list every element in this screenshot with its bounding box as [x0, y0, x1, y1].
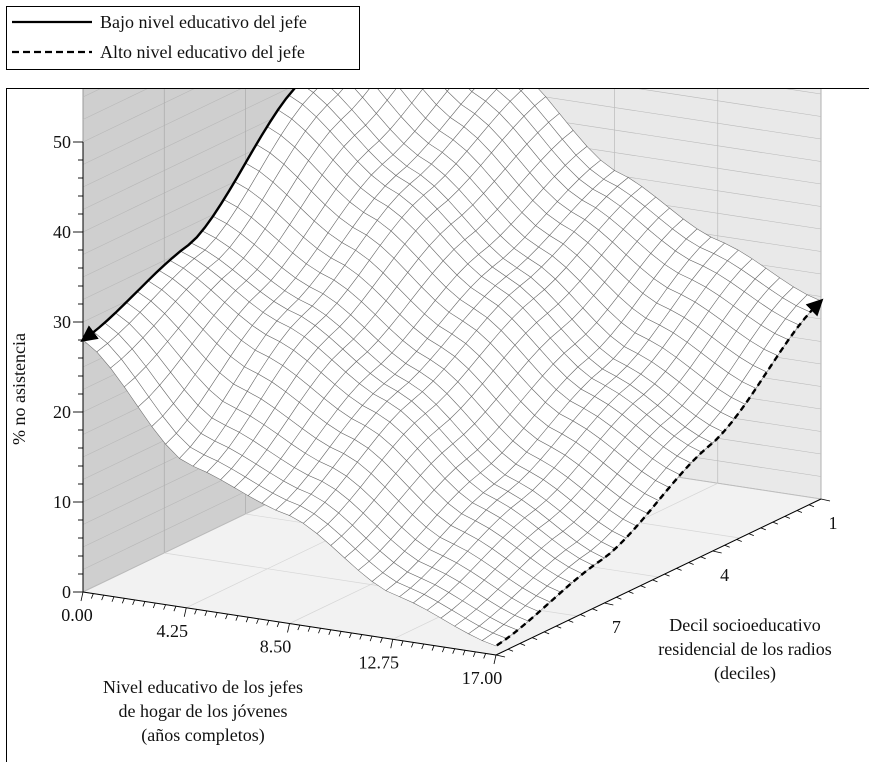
y-tick-label: 4	[720, 565, 729, 585]
y-tick	[604, 603, 613, 605]
x-tick	[411, 642, 413, 647]
y-tick	[725, 545, 730, 547]
x-tick	[112, 597, 114, 602]
y-tick	[713, 551, 722, 553]
y-tick	[677, 568, 682, 570]
y-tick	[616, 597, 621, 599]
x-tick	[370, 636, 372, 641]
x-tick	[380, 638, 382, 643]
x-tick	[226, 614, 228, 619]
y-tick-label: 7	[612, 617, 621, 637]
x-tick	[308, 627, 310, 632]
x-tick	[432, 646, 434, 651]
x-tick	[463, 650, 465, 655]
x-tick	[133, 600, 135, 605]
y-tick	[761, 528, 766, 530]
y-tick	[628, 591, 633, 593]
z-tick-label: 50	[53, 132, 71, 152]
z-tick-label: 20	[53, 402, 71, 422]
x-tick	[153, 603, 155, 608]
x-tick	[81, 592, 83, 601]
legend: Bajo nivel educativo del jefe Alto nivel…	[6, 6, 360, 70]
x-tick	[473, 652, 475, 657]
x-tick	[494, 655, 496, 664]
x-tick-label: 8.50	[260, 637, 292, 657]
x-tick	[318, 628, 320, 633]
y-tick	[592, 609, 597, 611]
x-axis-label-line: Nivel educativo de los jefes	[103, 677, 303, 697]
x-tick	[401, 641, 403, 646]
surface-plot: 0 10 20 30 40 50 % no asistencia 0.00 4.25 8.50 12…	[7, 89, 869, 762]
x-tick	[184, 608, 186, 617]
x-tick	[246, 617, 248, 622]
y-tick	[737, 539, 742, 541]
x-axis-label-line: de hogar de los jóvenes	[119, 701, 288, 721]
x-tick-label: 12.75	[359, 652, 400, 672]
y-axis-label-line: residencial de los radios	[658, 639, 831, 659]
y-tick	[785, 516, 790, 518]
x-tick	[174, 606, 176, 611]
y-tick	[508, 649, 513, 651]
x-tick-label: 17.00	[462, 668, 503, 688]
z-axis-label: % no asistencia	[9, 333, 29, 445]
y-tick	[809, 505, 814, 507]
x-tick	[267, 620, 269, 625]
x-tick-label: 0.00	[61, 605, 93, 625]
y-tick	[652, 580, 657, 582]
x-tick	[360, 635, 362, 640]
x-tick	[422, 644, 424, 649]
y-tick	[749, 534, 754, 536]
y-tick	[544, 632, 549, 634]
y-tick	[665, 574, 670, 576]
x-tick-label: 4.25	[157, 621, 189, 641]
x-tick	[102, 595, 104, 600]
x-tick	[391, 639, 393, 648]
y-tick-label: 1	[829, 513, 838, 533]
z-tick-label: 30	[53, 312, 71, 332]
y-tick	[797, 511, 802, 513]
x-tick	[453, 649, 455, 654]
legend-label-solid: Bajo nivel educativo del jefe	[100, 12, 307, 32]
x-tick	[339, 631, 341, 636]
x-tick	[143, 601, 145, 606]
y-tick	[640, 586, 645, 588]
z-tick-label: 0	[62, 582, 71, 602]
y-tick	[701, 557, 706, 559]
x-tick	[349, 633, 351, 638]
x-axis-label-line: (años completos)	[141, 725, 264, 746]
y-tick	[520, 643, 525, 645]
x-tick	[288, 624, 290, 633]
x-tick	[215, 612, 217, 617]
z-axis: 0 10 20 30 40 50 % no asistencia	[9, 132, 83, 602]
x-tick	[277, 622, 279, 627]
y-tick	[821, 499, 830, 501]
x-tick	[329, 630, 331, 635]
y-tick	[568, 620, 573, 622]
y-tick	[556, 626, 561, 628]
y-tick	[532, 638, 537, 640]
legend-graphics: Bajo nivel educativo del jefe Alto nivel…	[7, 7, 359, 69]
x-tick	[257, 619, 259, 624]
legend-label-dashed: Alto nivel educativo del jefe	[100, 42, 305, 62]
chart-frame: 0 10 20 30 40 50 % no asistencia 0.00 4.25 8.50 12…	[6, 88, 869, 762]
x-tick	[122, 598, 124, 603]
x-tick	[205, 611, 207, 616]
x-tick	[484, 653, 486, 658]
y-tick	[689, 563, 694, 565]
x-tick	[298, 625, 300, 630]
x-tick	[442, 647, 444, 652]
y-tick	[496, 655, 505, 657]
x-tick	[164, 605, 166, 610]
y-axis-label-line: (deciles)	[714, 663, 776, 684]
y-tick	[773, 522, 778, 524]
y-axis-label-line: Decil socioeducativo	[669, 615, 820, 635]
z-tick-label: 40	[53, 222, 71, 242]
y-tick	[580, 615, 585, 617]
x-tick	[91, 594, 93, 599]
z-tick-label: 10	[53, 492, 71, 512]
x-tick	[236, 616, 238, 621]
x-tick	[195, 609, 197, 614]
